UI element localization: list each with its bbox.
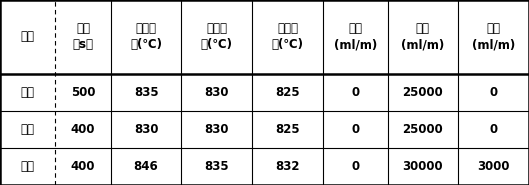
Text: 830: 830 — [205, 123, 229, 136]
Text: 400: 400 — [71, 160, 95, 173]
Text: 干氮
(ml/m): 干氮 (ml/m) — [472, 23, 515, 51]
Text: 830: 830 — [134, 123, 158, 136]
Text: 0: 0 — [351, 160, 359, 173]
Text: 恒温: 恒温 — [21, 123, 35, 136]
Text: 832: 832 — [275, 160, 300, 173]
Text: 25000: 25000 — [403, 86, 443, 99]
Text: 进舟: 进舟 — [21, 86, 35, 99]
Text: 825: 825 — [275, 86, 300, 99]
Text: 步骤: 步骤 — [21, 31, 35, 43]
Text: 400: 400 — [71, 123, 95, 136]
Text: 835: 835 — [205, 160, 229, 173]
Text: 0: 0 — [351, 123, 359, 136]
Text: 大氮
(ml/m): 大氮 (ml/m) — [402, 23, 444, 51]
Text: 时间
（s）: 时间 （s） — [72, 23, 94, 51]
Text: 0: 0 — [489, 123, 498, 136]
Text: 炉口温
度(℃): 炉口温 度(℃) — [130, 23, 162, 51]
Text: 846: 846 — [134, 160, 159, 173]
Text: 830: 830 — [205, 86, 229, 99]
Text: 0: 0 — [351, 86, 359, 99]
Text: 835: 835 — [134, 86, 158, 99]
Text: 炉中温
度(℃): 炉中温 度(℃) — [201, 23, 233, 51]
Text: 825: 825 — [275, 123, 300, 136]
Text: 3000: 3000 — [477, 160, 510, 173]
Text: 小氮
(ml/m): 小氮 (ml/m) — [334, 23, 377, 51]
Text: 30000: 30000 — [403, 160, 443, 173]
Text: 500: 500 — [71, 86, 95, 99]
Text: 氧化: 氧化 — [21, 160, 35, 173]
Text: 0: 0 — [489, 86, 498, 99]
Text: 炉尾温
度(℃): 炉尾温 度(℃) — [271, 23, 304, 51]
Text: 25000: 25000 — [403, 123, 443, 136]
